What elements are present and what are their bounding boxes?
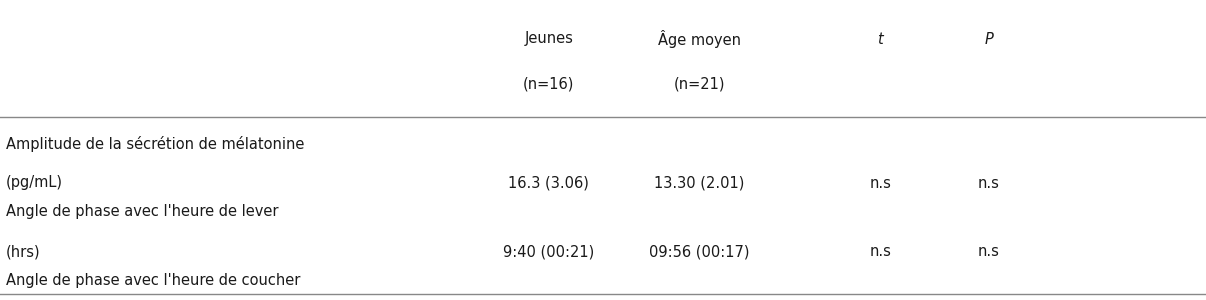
Text: 9:40 (00:21): 9:40 (00:21) xyxy=(503,244,595,260)
Text: Angle de phase avec l'heure de lever: Angle de phase avec l'heure de lever xyxy=(6,204,279,219)
Text: (pg/mL): (pg/mL) xyxy=(6,176,63,190)
Text: 13.30 (2.01): 13.30 (2.01) xyxy=(655,176,744,190)
Text: Jeunes: Jeunes xyxy=(525,32,573,46)
Text: n.s: n.s xyxy=(870,176,891,190)
Text: Amplitude de la sécrétion de mélatonine: Amplitude de la sécrétion de mélatonine xyxy=(6,136,304,152)
Text: (n=21): (n=21) xyxy=(674,76,725,92)
Text: (n=16): (n=16) xyxy=(523,76,574,92)
Text: n.s: n.s xyxy=(870,244,891,260)
Text: P: P xyxy=(984,32,994,46)
Text: 16.3 (3.06): 16.3 (3.06) xyxy=(508,176,590,190)
Text: n.s: n.s xyxy=(978,244,1000,260)
Text: Âge moyen: Âge moyen xyxy=(658,30,740,48)
Text: 09:56 (00:17): 09:56 (00:17) xyxy=(649,244,750,260)
Text: n.s: n.s xyxy=(978,176,1000,190)
Text: (hrs): (hrs) xyxy=(6,244,41,260)
Text: Angle de phase avec l'heure de coucher: Angle de phase avec l'heure de coucher xyxy=(6,273,300,288)
Text: t: t xyxy=(878,32,883,46)
